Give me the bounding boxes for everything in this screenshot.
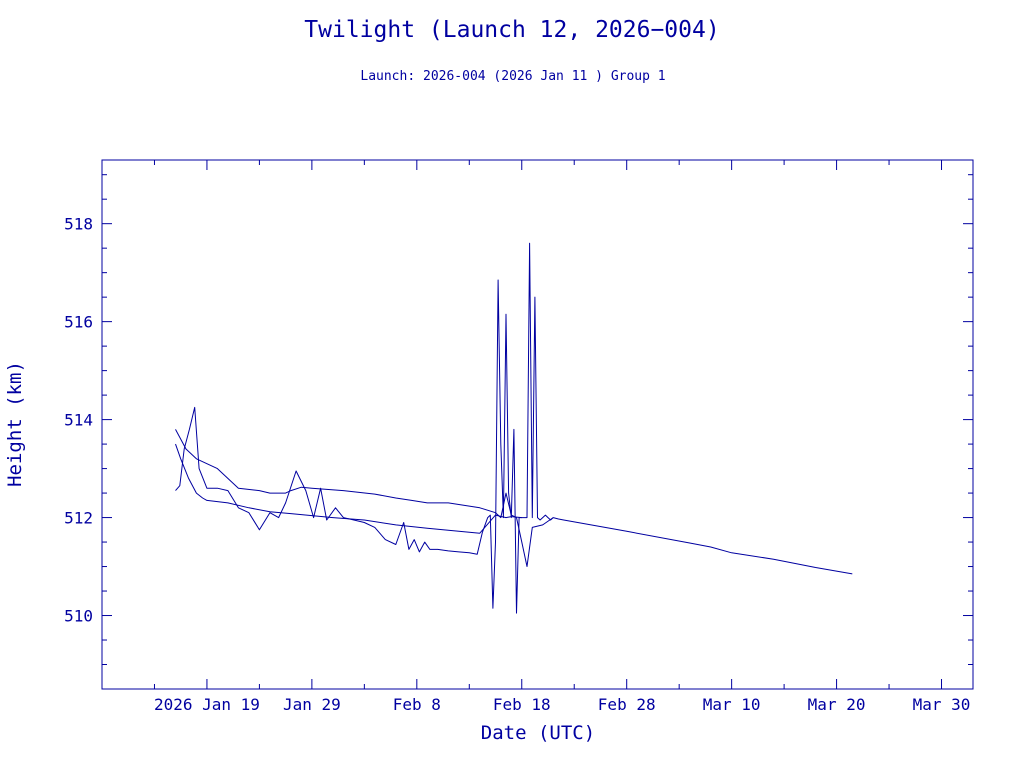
x-tick-label: Feb 28 [598,695,656,714]
y-tick-label: 514 [64,411,93,430]
y-tick-label: 510 [64,607,93,626]
series-line-3 [175,242,853,614]
y-tick-label: 518 [64,215,93,234]
chart-title: Twilight (Launch 12, 2026−004) [304,17,719,43]
y-tick-label: 512 [64,509,93,528]
x-tick-label: Mar 10 [703,695,761,714]
series-line-1 [175,443,522,534]
chart-subtitle: Launch: 2026-004 (2026 Jan 11 ) Group 1 [360,69,665,84]
axis-ticks [101,160,973,690]
x-tick-label: Feb 18 [493,695,551,714]
x-tick-label: Jan 29 [283,695,341,714]
plot-frame [101,159,974,690]
y-axis-label: Height (km) [4,361,26,487]
series-group [175,242,853,614]
x-axis-label: Date (UTC) [481,722,595,744]
x-tick-label: Mar 30 [913,695,971,714]
axis-tick-labels: 2026 Jan 19 Jan 29 Feb 8 Feb 18 Feb 28 Mar 10… [64,215,970,714]
y-tick-label: 516 [64,313,93,332]
x-tick-label: 2026 Jan 19 [154,695,260,714]
x-tick-label: Feb 8 [393,695,441,714]
x-tick-label: Mar 20 [808,695,866,714]
